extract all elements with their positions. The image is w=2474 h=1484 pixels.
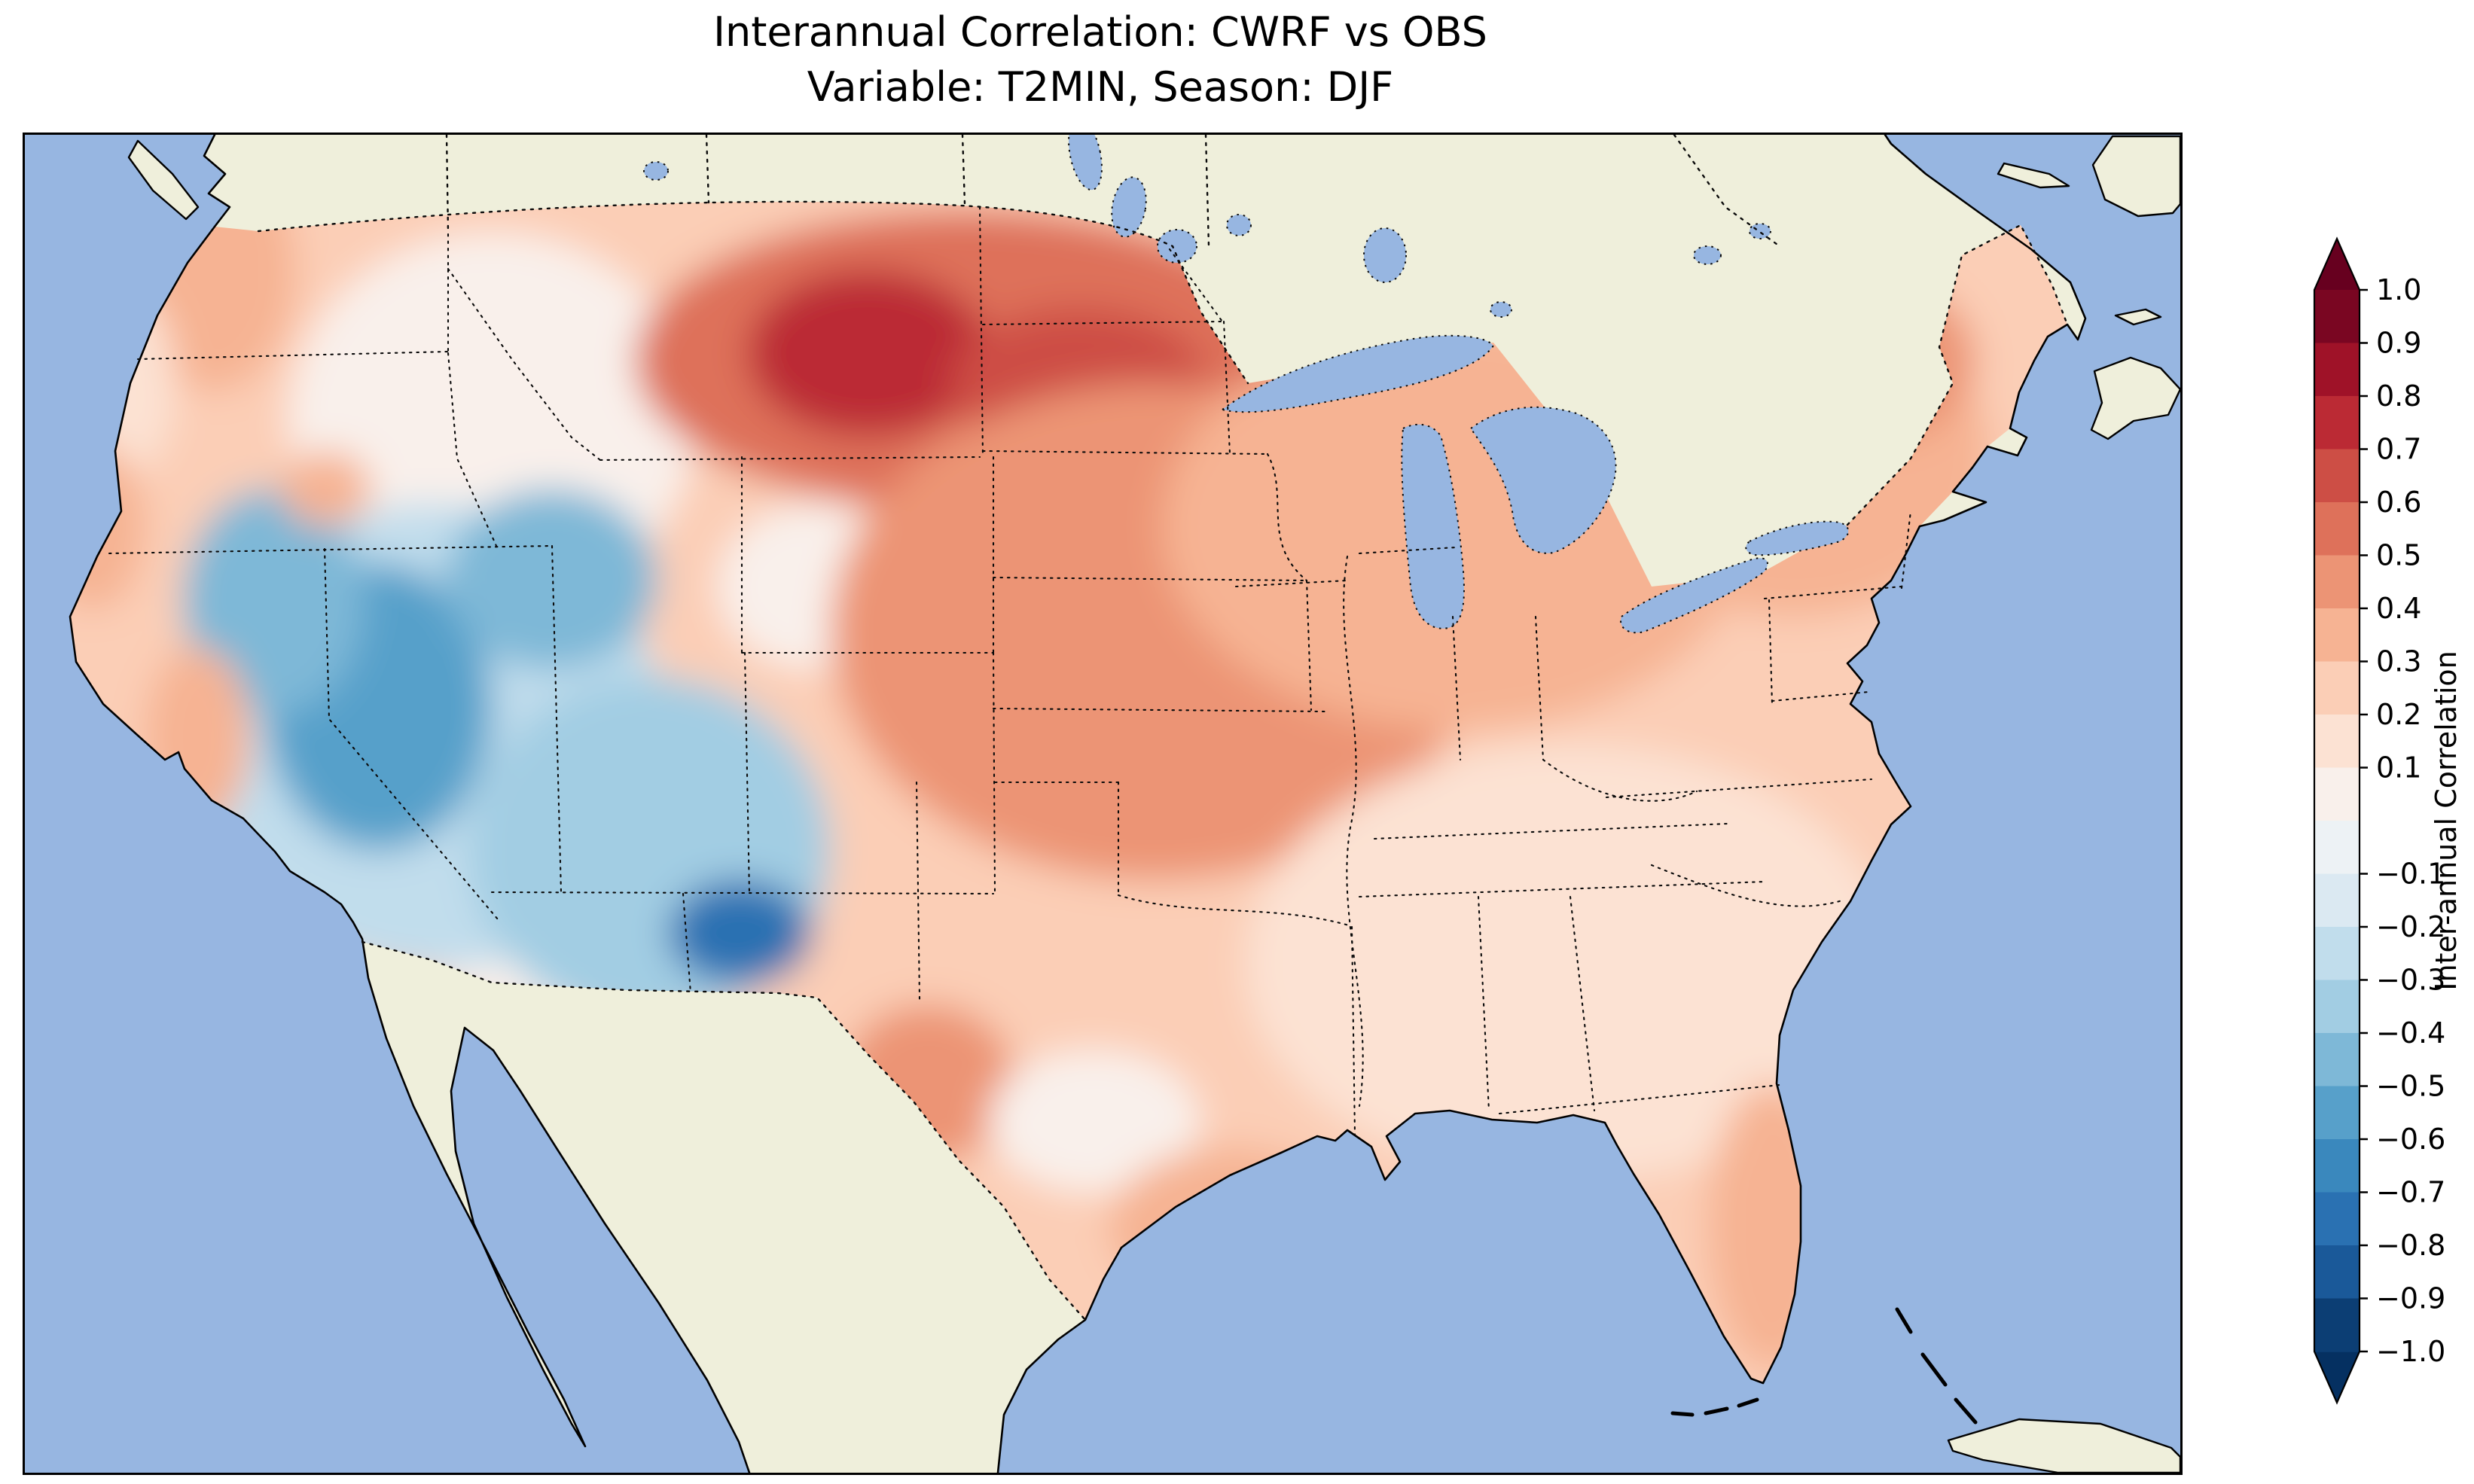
colorbar-tick-label: 0.4 <box>2376 592 2421 625</box>
colorbar-segment <box>2314 1033 2360 1087</box>
colorbar-segment <box>2314 1245 2360 1300</box>
figure-subtitle: Variable: T2MIN, Season: DJF <box>807 63 1394 111</box>
canadian-lake <box>1111 176 1147 238</box>
great-lakes <box>643 135 1850 634</box>
nova-scotia <box>2090 356 2180 440</box>
colorbar-segment <box>2314 1192 2360 1246</box>
canadian-province-borders <box>445 135 1781 248</box>
colorbar-tick-label: 0.3 <box>2376 645 2421 678</box>
colorbar-tick-label: 0.9 <box>2376 327 2421 360</box>
colorbar-tick-label: −0.7 <box>2376 1176 2445 1209</box>
colorbar-tick-label: −0.6 <box>2376 1123 2445 1156</box>
colorbar-segment <box>2314 661 2360 715</box>
correlation-blob <box>281 451 371 526</box>
florida-keys <box>1670 1397 1759 1417</box>
colorbar-axis-label: Inter-annual Correlation <box>2430 651 2463 991</box>
coastline-east <box>996 135 2087 1473</box>
colorbar-tick-label: −0.2 <box>2376 910 2445 943</box>
colorbar-tick-label: 0.8 <box>2376 379 2421 413</box>
colorbar-segment <box>2314 873 2360 928</box>
correlation-blob <box>748 270 989 436</box>
lake-huron <box>1469 406 1617 554</box>
correlation-blob <box>989 1050 1200 1193</box>
colorbar-segment <box>2314 767 2360 821</box>
lake-winnipeg <box>1068 135 1103 191</box>
colorbar-tick-label: 0.7 <box>2376 433 2421 466</box>
canadian-lake <box>643 161 669 181</box>
anticosti-island <box>1997 162 2070 189</box>
colorbar-tick-label: −0.4 <box>2376 1016 2445 1050</box>
colorbar-segment <box>2314 555 2360 609</box>
colorbar-segment <box>2314 1139 2360 1193</box>
figure-title: Interannual Correlation: CWRF vs OBS <box>713 8 1487 56</box>
lake-ontario <box>1745 520 1850 556</box>
canadian-lake <box>1749 223 1771 239</box>
us-canada-border-east <box>1846 224 2069 526</box>
colorbar-tick-label: −1.0 <box>2376 1335 2445 1368</box>
colorbar-segment <box>2314 396 2360 450</box>
colorbar-extend-under <box>2314 1351 2360 1403</box>
colorbar-tick-label: 0.2 <box>2376 698 2421 731</box>
state-borders <box>108 206 1912 1136</box>
colorbar-tick-label: −0.8 <box>2376 1229 2445 1262</box>
colorbar-svg: 1.0 0.9 0.8 0.7 0.6 0.5 0.4 0.3 0.2 0.1 −0.1 −0.2 −0… <box>2313 236 2445 1405</box>
colorbar-segment <box>2314 502 2360 556</box>
map-panel <box>23 133 2183 1475</box>
prince-edward-island <box>2114 308 2162 326</box>
lake-nipigon <box>1363 227 1407 283</box>
lake-michigan <box>1401 423 1465 629</box>
colorbar-segment <box>2314 821 2360 875</box>
figure-title-block: Interannual Correlation: CWRF vs OBS Var… <box>23 5 2178 114</box>
colorbar-tick-label: 0.5 <box>2376 539 2421 572</box>
correlation-blob <box>447 489 657 669</box>
colorbar-extend-over <box>2314 239 2360 290</box>
lake-erie <box>1620 557 1768 634</box>
colorbar-segment <box>2314 1086 2360 1140</box>
correlation-blob <box>1245 745 1893 1181</box>
colorbar-segment <box>2314 449 2360 503</box>
colorbar-segment <box>2314 715 2360 769</box>
colorbar-segment <box>2314 1298 2360 1352</box>
colorbar-tick-label: −0.1 <box>2376 858 2445 891</box>
colorbar-segment <box>2314 608 2360 663</box>
colorbar-segment <box>2314 290 2360 344</box>
colorbar-tick-label: −0.3 <box>2376 964 2445 997</box>
colorbar: 1.0 0.9 0.8 0.7 0.6 0.5 0.4 0.3 0.2 0.1 −0.1 −0.2 −0… <box>2297 235 2474 1409</box>
newfoundland <box>2091 135 2180 218</box>
canadian-lake <box>1490 301 1512 318</box>
bahamas <box>1895 1307 1978 1425</box>
cuba <box>1947 1418 2180 1473</box>
colorbar-segment <box>2314 343 2360 397</box>
canadian-lake <box>1693 245 1722 265</box>
us-mexico-border <box>361 940 1087 1321</box>
national-borders <box>257 135 2069 1321</box>
colorbar-tick-label: −0.9 <box>2376 1282 2445 1315</box>
colorbar-segment <box>2314 927 2360 981</box>
colorbar-segment <box>2314 980 2360 1034</box>
correlation-blob <box>183 489 364 715</box>
islands <box>127 135 2180 1473</box>
colorbar-tick-label: −0.5 <box>2376 1070 2445 1103</box>
vancouver-island <box>127 139 200 221</box>
colorbar-tick-label: 0.6 <box>2376 486 2421 519</box>
canadian-lake <box>1226 214 1252 236</box>
lake-of-the-woods <box>1157 229 1197 264</box>
colorbar-tick-label: 1.0 <box>2376 273 2421 306</box>
map-svg <box>25 135 2180 1473</box>
correlation-blob <box>669 880 812 986</box>
colorbar-tick-label: 0.1 <box>2376 751 2421 785</box>
lake-superior <box>1220 334 1495 413</box>
coastline-west <box>69 135 751 1473</box>
